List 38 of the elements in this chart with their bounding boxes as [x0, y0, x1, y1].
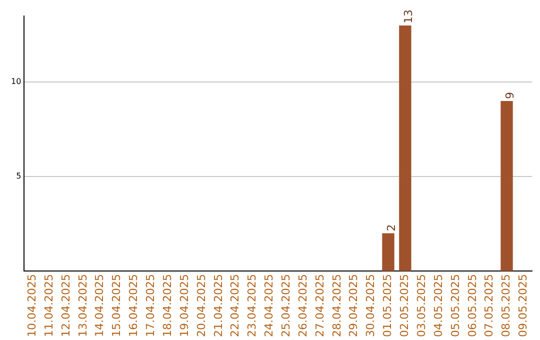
- x-tick-label: 28.04.2025: [330, 274, 344, 338]
- y-tick-label: 5: [16, 172, 22, 181]
- x-tick-label: 06.05.2025: [466, 274, 479, 338]
- x-tick-label: 11.04.2025: [42, 274, 56, 338]
- x-tick-label: 29.04.2025: [347, 274, 360, 338]
- x-tick-label: 03.05.2025: [414, 274, 428, 338]
- x-tick-label: 08.05.2025: [500, 274, 513, 338]
- bar: [382, 233, 394, 272]
- x-tick-label: 25.04.2025: [280, 274, 292, 338]
- x-tick-label: 14.04.2025: [93, 274, 106, 338]
- data-label: 2: [385, 224, 398, 232]
- x-tick-label: 30.04.2025: [364, 274, 378, 338]
- x-tick-label: 12.04.2025: [59, 274, 72, 338]
- x-tick-label: 21.04.2025: [212, 274, 225, 338]
- bar: [399, 25, 412, 272]
- x-tick-label: 17.04.2025: [144, 274, 158, 338]
- bar: [500, 101, 513, 272]
- x-tick-label: 01.05.2025: [381, 274, 394, 338]
- x-tick-label: 18.04.2025: [160, 274, 174, 338]
- x-tick-label: 16.04.2025: [127, 274, 140, 338]
- x-tick-label: 10.04.2025: [26, 274, 39, 338]
- y-tick-label: 10: [10, 77, 22, 86]
- x-tick-label: 26.04.2025: [296, 274, 310, 338]
- x-tick-label: 04.05.2025: [432, 274, 445, 338]
- x-tick-label: 15.04.2025: [110, 274, 124, 338]
- x-tick-label: 02.05.2025: [398, 274, 412, 338]
- x-tick-label: 22.04.2025: [228, 274, 242, 338]
- x-tick-label: 09.05.2025: [516, 274, 530, 338]
- data-label: 13: [402, 9, 416, 24]
- x-tick-label: 19.04.2025: [178, 274, 191, 338]
- x-tick-label: 27.04.2025: [313, 274, 326, 338]
- data-label: 9: [504, 92, 517, 100]
- x-tick-label: 20.04.2025: [194, 274, 208, 338]
- x-tick-label: 23.04.2025: [246, 274, 259, 338]
- x-tick-label: 05.05.2025: [448, 274, 462, 338]
- x-tick-label: 24.04.2025: [262, 274, 276, 338]
- x-tick-label: 07.05.2025: [482, 274, 496, 338]
- x-tick-label: 13.04.2025: [76, 274, 90, 338]
